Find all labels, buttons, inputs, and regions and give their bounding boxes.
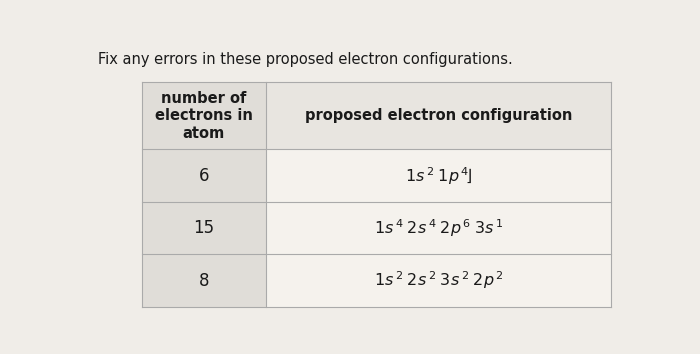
Text: $1s^{\,2}\;1p^{\,4}\!\rfloor$: $1s^{\,2}\;1p^{\,4}\!\rfloor$ xyxy=(405,165,472,187)
Bar xyxy=(266,82,611,149)
Text: number of
electrons in
atom: number of electrons in atom xyxy=(155,91,253,141)
Text: $1s^{\,2}\;2s^{\,2}\;3s^{\,2}\;2p^{\,2}$: $1s^{\,2}\;2s^{\,2}\;3s^{\,2}\;2p^{\,2}$ xyxy=(374,270,503,291)
Text: 15: 15 xyxy=(193,219,214,237)
Text: $1s^{\,4}\;2s^{\,4}\;2p^{\,6}\;3s^{\,1}$: $1s^{\,4}\;2s^{\,4}\;2p^{\,6}\;3s^{\,1}$ xyxy=(374,217,503,239)
Text: 6: 6 xyxy=(199,167,209,185)
Text: proposed electron configuration: proposed electron configuration xyxy=(305,108,572,123)
Bar xyxy=(141,149,266,202)
Text: Fix any errors in these proposed electron configurations.: Fix any errors in these proposed electro… xyxy=(98,52,513,67)
Bar xyxy=(141,82,611,307)
Bar xyxy=(141,202,266,255)
Text: 8: 8 xyxy=(199,272,209,290)
Bar xyxy=(141,255,266,307)
Bar xyxy=(141,82,266,149)
